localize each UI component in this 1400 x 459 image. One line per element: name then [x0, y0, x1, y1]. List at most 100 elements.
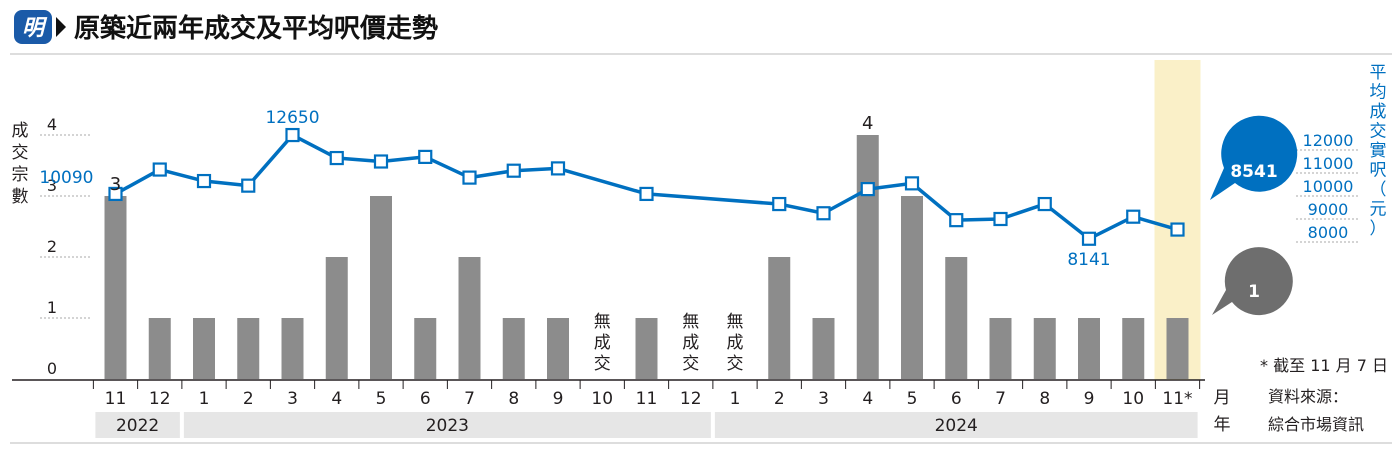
x-tick-label: 11 [636, 389, 658, 409]
no-deal-label: 無 [682, 312, 699, 332]
month-unit: 月 [1214, 388, 1231, 408]
bar [945, 257, 968, 379]
x-tick-label: 4 [862, 389, 873, 409]
price-point [285, 127, 300, 143]
year-band [183, 412, 711, 438]
year-band [714, 412, 1198, 438]
axis-title-char: 平 [1370, 63, 1387, 83]
no-deal-label: 成 [727, 333, 744, 353]
price-point [373, 154, 389, 169]
bar [458, 257, 481, 379]
bar [104, 196, 127, 379]
bar [281, 318, 304, 379]
line-callout-bubble [1210, 115, 1298, 200]
left-tick-label: 3 [47, 176, 57, 195]
bar [237, 318, 260, 379]
no-deal-label: 交 [682, 354, 699, 374]
bar [502, 318, 525, 379]
axis-title-char: 成 [1370, 102, 1387, 122]
bar [370, 196, 392, 379]
bar [414, 318, 437, 379]
bar-callout-bubble [1212, 247, 1293, 316]
price-point [639, 186, 654, 202]
price-point [506, 163, 521, 178]
price-point [329, 150, 344, 166]
bar-data-label: 3 [110, 174, 121, 195]
price-point [152, 162, 167, 177]
price-point [462, 170, 477, 185]
x-tick-label: 2 [243, 389, 254, 409]
axis-title-char: 數 [12, 187, 29, 207]
bar [547, 318, 569, 379]
x-tick-label: 8 [508, 389, 519, 409]
bar [901, 196, 923, 379]
price-point [860, 182, 875, 197]
axis-title-char: 實 [1370, 141, 1387, 161]
x-tick-label: 6 [420, 389, 431, 409]
source-line-2: 綜合市場資訊 [1268, 415, 1364, 434]
bar [812, 318, 835, 379]
logo-text: 明 [22, 16, 48, 41]
left-axis-title: 成交宗數 [12, 121, 29, 207]
left-tick-label: 2 [47, 237, 57, 256]
logo-badge [14, 10, 52, 44]
year-label: 2022 [116, 416, 159, 436]
x-tick-label: 1 [730, 389, 741, 409]
x-tick-label: 8 [1039, 389, 1050, 409]
bar-callout: 1 [1212, 247, 1293, 316]
x-tick-label: 2 [774, 389, 785, 409]
right-tick-label: 8000 [1308, 223, 1349, 242]
axis-title-char: 交 [12, 143, 29, 163]
price-point [816, 206, 831, 221]
axis-title-char: （ [1370, 180, 1387, 200]
source-line-1: 資料來源： [1268, 387, 1348, 406]
price-point [241, 178, 256, 193]
x-tick-label: 4 [331, 389, 342, 409]
bar [1078, 318, 1100, 379]
price-line [114, 133, 1178, 241]
no-deal-label: 交 [594, 354, 611, 374]
bar [768, 257, 791, 379]
x-tick-label: 10 [1122, 389, 1144, 409]
no-deal-label: 成 [682, 333, 699, 353]
bar [1033, 318, 1056, 379]
price-point [418, 149, 433, 164]
line-callout: 8541 [1210, 115, 1298, 200]
right-tick-label: 10000 [1303, 177, 1354, 196]
axis-title-char: 呎 [1370, 161, 1387, 181]
x-tick-label: 7 [995, 389, 1006, 409]
bar [856, 135, 879, 379]
x-tick-label: 3 [818, 389, 829, 409]
left-tick-label: 4 [47, 115, 57, 134]
line-data-label: 8141 [1067, 250, 1110, 270]
price-point [1081, 231, 1097, 246]
header: 明 原築近兩年成交及平均呎價走勢 [14, 10, 438, 44]
right-tick-label: 12000 [1303, 131, 1354, 150]
year-band [95, 412, 180, 438]
axis-title-char: 宗 [12, 165, 29, 185]
line-callout-value: 8541 [1230, 162, 1277, 182]
axis-title-char: 交 [1370, 122, 1387, 142]
year-unit: 年 [1214, 415, 1231, 435]
x-tick-label: 6 [951, 389, 962, 409]
x-tick-label: 9 [1084, 389, 1095, 409]
right-tick-label: 9000 [1308, 200, 1349, 219]
x-tick-label: 10 [591, 389, 613, 409]
left-tick-label: 0 [47, 359, 57, 378]
price-point [108, 186, 123, 202]
x-tick-label: 12 [680, 389, 702, 409]
price-point [1126, 209, 1141, 224]
axis-title-char: ） [1370, 219, 1387, 239]
right-axis-title: 平均成交實呎（元） [1370, 63, 1387, 239]
x-tick-label: 9 [553, 389, 564, 409]
no-deal-label: 無 [594, 312, 611, 332]
price-point [196, 173, 212, 189]
left-tick-label: 1 [47, 298, 57, 317]
x-tick-label: 11* [1162, 389, 1192, 409]
footnote: * 截至 11 月 7 日 [1260, 356, 1388, 375]
x-tick-label: 3 [287, 389, 298, 409]
price-point [1037, 196, 1052, 212]
axis-title-char: 成 [12, 121, 29, 141]
bar [193, 318, 215, 379]
